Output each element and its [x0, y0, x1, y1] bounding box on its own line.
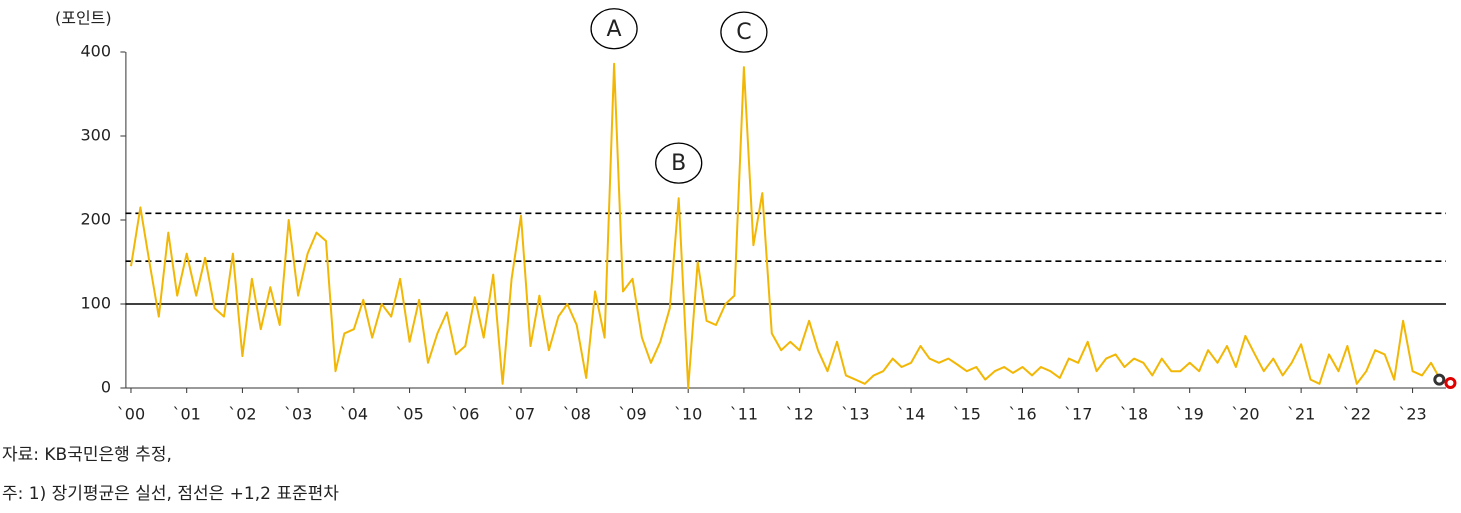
annotation-circle — [590, 8, 638, 50]
y-tick-label: 200 — [80, 210, 111, 229]
y-tick-label: 100 — [80, 294, 111, 313]
x-tick-label: `06 — [451, 405, 479, 424]
x-tick-label: `20 — [1231, 405, 1259, 424]
x-tick-label: `13 — [841, 405, 869, 424]
x-tick-label: `00 — [117, 405, 145, 424]
x-tick-label: `16 — [1008, 405, 1036, 424]
y-tick-label: 0 — [101, 378, 111, 397]
y-axis-label: (포인트) — [55, 9, 112, 28]
annotation-label: A — [607, 17, 622, 42]
annotation-label: B — [671, 151, 686, 176]
x-tick-label: `23 — [1398, 405, 1426, 424]
x-tick-label: `01 — [173, 405, 201, 424]
x-tick-label: `18 — [1120, 405, 1148, 424]
x-tick-label: `22 — [1343, 405, 1371, 424]
x-tick-label: `21 — [1287, 405, 1315, 424]
source: 자료: KB국민은행 추정, — [2, 445, 172, 465]
x-tick-label: `19 — [1176, 405, 1204, 424]
end-marker — [1433, 373, 1446, 386]
x-tick-label: `04 — [340, 405, 368, 424]
annotation-label: C — [736, 20, 751, 45]
x-tick-label: `17 — [1064, 405, 1092, 424]
y-tick-label: 300 — [80, 126, 111, 145]
x-tick-label: `03 — [284, 405, 312, 424]
x-tick-label: `05 — [395, 405, 423, 424]
end-marker — [1444, 376, 1457, 389]
note: 주: 1) 장기평균은 실선, 점선은 +1,2 표준편차 — [2, 484, 339, 504]
x-tick-label: `14 — [897, 405, 925, 424]
x-tick-label: `09 — [618, 405, 646, 424]
x-tick-label: `11 — [730, 405, 758, 424]
x-tick-label: `12 — [785, 405, 813, 424]
annotation-circle — [655, 142, 703, 184]
y-tick-label: 400 — [80, 42, 111, 61]
x-tick-label: `08 — [563, 405, 591, 424]
x-tick-label: `02 — [228, 405, 256, 424]
x-tick-label: `15 — [953, 405, 981, 424]
data-line — [130, 62, 1442, 389]
annotation-circle — [720, 11, 768, 53]
x-tick-label: `10 — [674, 405, 702, 424]
x-tick-label: `07 — [507, 405, 535, 424]
